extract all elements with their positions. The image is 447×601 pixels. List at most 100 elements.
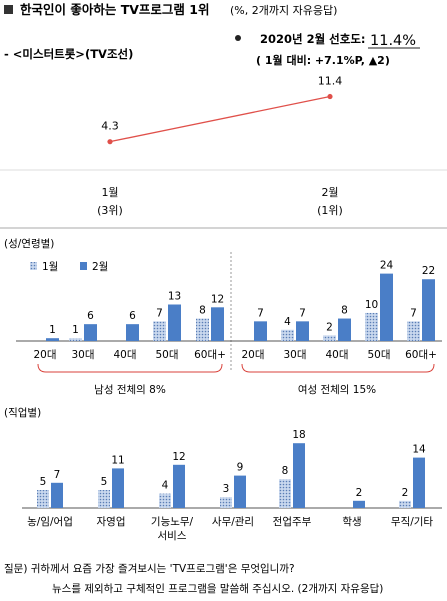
bar-feb: [380, 273, 393, 341]
bar-category-label: 50대: [367, 349, 390, 361]
bar-category-label: 40대: [113, 349, 136, 361]
line-value-label: 11.4: [318, 75, 343, 88]
line-category-label: 2월: [321, 186, 338, 199]
bar-jan: [399, 500, 411, 508]
bar-feb: [112, 468, 124, 508]
bar-jan: [365, 312, 378, 341]
bar-feb: [338, 318, 351, 341]
line-chart: 4.3 1월 (3위) 11.4 2월 (1위): [97, 75, 343, 217]
bar-jan-label: 4: [284, 316, 291, 328]
bar-category-label: 40대: [325, 349, 348, 361]
bar-category-label: 전업주부: [273, 515, 312, 528]
program-name: - <미스터트롯>(TV조선): [4, 47, 133, 61]
bar-category-label: 서비스: [158, 530, 187, 542]
bar-jan: [159, 493, 171, 508]
question-line-2: 뉴스를 제외하고 구체적인 프로그램을 말씀해 주십시오. (2개까지 자유응답…: [52, 582, 383, 595]
bar-feb-label: 13: [168, 291, 181, 303]
bar-feb-label: 7: [257, 307, 264, 319]
bar-jan: [281, 329, 294, 341]
bar-category-label: 20대: [33, 349, 56, 361]
line-point: [327, 93, 333, 100]
bar-feb-label: 2: [356, 487, 363, 499]
bar-feb: [46, 338, 59, 341]
bar-feb: [413, 457, 425, 508]
bar-feb: [296, 321, 309, 341]
bar-jan: [196, 318, 209, 341]
bar-feb: [293, 443, 305, 508]
line-value-label: 4.3: [101, 120, 119, 133]
title-marker: [4, 5, 13, 14]
bar-jan-label: 1: [72, 324, 79, 336]
bar-feb-label: 22: [422, 265, 435, 277]
line-series: [109, 95, 331, 143]
sex-age-bars: 120대1630대640대71350대81260대+720대4730대2840대…: [33, 260, 436, 361]
bar-jan: [69, 338, 82, 341]
bar-jan: [323, 335, 336, 341]
bar-jan: [153, 321, 166, 341]
bar-category-label: 농/임/어업: [27, 515, 73, 528]
bar-category-label: 학생: [342, 516, 361, 528]
bar-feb-label: 12: [211, 293, 224, 305]
title-note: (%, 2개까지 자유응답): [230, 4, 337, 17]
bar-category-label: 기능노무/: [151, 516, 194, 528]
female-group-label: 여성 전체의 15%: [298, 384, 376, 396]
bar-category-label: 60대+: [194, 349, 226, 361]
bar-feb-label: 1: [49, 324, 56, 336]
bar-feb-label: 14: [412, 444, 426, 456]
bar-feb: [173, 464, 185, 508]
bar-jan: [279, 479, 291, 508]
bar-jan-label: 7: [410, 307, 417, 319]
bar-jan: [407, 321, 420, 341]
bar-category-label: 60대+: [405, 349, 437, 361]
line-rank-label: (1위): [317, 204, 343, 217]
stat-label: 2020년 2월 선호도:: [260, 32, 366, 46]
line-point: [107, 139, 113, 145]
section-label-occupation: (직업별): [4, 406, 41, 419]
male-group-label: 남성 전체의 8%: [94, 384, 166, 396]
bar-jan-label: 10: [365, 299, 378, 311]
bar-category-label: 무직/기타: [391, 516, 434, 528]
bar-feb-label: 6: [87, 310, 94, 322]
line-rank-label: (3위): [97, 204, 123, 217]
stat-value: 11.4%: [370, 33, 416, 49]
bar-category-label: 30대: [283, 349, 306, 361]
bar-feb: [126, 324, 139, 341]
bar-feb: [84, 324, 97, 341]
bar-jan-label: 8: [199, 305, 206, 317]
bar-jan-label: 8: [282, 465, 289, 477]
occupation-bars: 57농/임/어업511자영업412기능노무/서비스39사무/관리818전업주부2…: [27, 429, 433, 542]
question-line-1: 질문) 귀하께서 요즘 가장 즐겨보시는 'TV프로그램'은 무엇입니까?: [4, 562, 295, 575]
bar-feb-label: 7: [299, 307, 306, 319]
bar-category-label: 사무/관리: [212, 516, 254, 528]
bar-feb-label: 7: [54, 469, 61, 481]
bar-jan-label: 5: [40, 476, 47, 488]
bar-jan-label: 3: [223, 483, 230, 495]
male-group-bracket: [37, 363, 223, 373]
legend-label-feb: 2월: [92, 261, 108, 273]
bar-jan-label: 2: [326, 321, 333, 333]
bar-feb-label: 6: [129, 310, 136, 322]
bar-feb-label: 9: [237, 462, 244, 474]
bar-feb-label: 11: [111, 454, 124, 466]
bar-jan: [98, 490, 110, 508]
bar-feb: [211, 307, 224, 341]
bar-category-label: 50대: [155, 349, 178, 361]
section-label-sex-age: (성/연령별): [4, 238, 54, 250]
bar-feb-label: 18: [292, 429, 305, 441]
legend-swatch-jan: [30, 262, 37, 270]
bar-feb: [168, 304, 181, 341]
line-category-label: 1월: [101, 186, 118, 199]
bar-jan-label: 2: [402, 487, 409, 499]
female-group-bracket: [241, 363, 435, 373]
bar-category-label: 자영업: [97, 515, 126, 528]
legend: 1월 2월: [30, 261, 108, 273]
bar-category-label: 30대: [71, 349, 94, 361]
legend-swatch-feb: [80, 262, 87, 270]
bar-feb: [234, 475, 246, 508]
bar-jan: [220, 497, 232, 508]
bullet-icon: [235, 35, 241, 41]
page-title: 한국인이 좋아하는 TV프로그램 1위: [20, 2, 209, 17]
bar-feb: [422, 279, 435, 341]
bar-jan-label: 4: [162, 480, 169, 492]
